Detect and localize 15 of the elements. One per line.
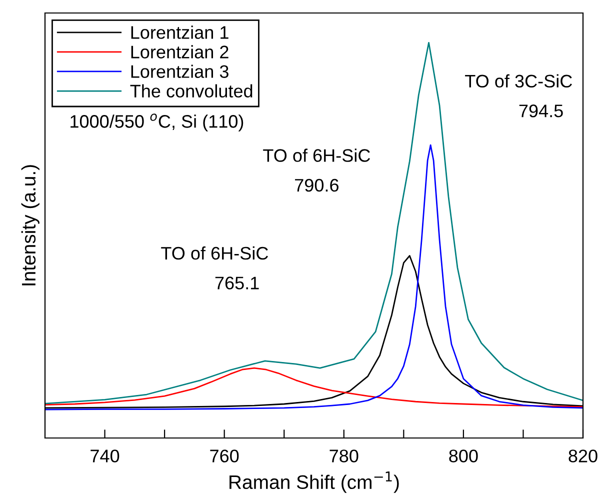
y-axis-title: Intensity (a.u.) (21, 165, 40, 286)
x-tick-label: 800 (449, 450, 478, 462)
annotation: 1000/550 $^{o}$C, Si (110) (70, 114, 244, 132)
annotation: TO of 6H-SiC 765.1 (161, 246, 268, 290)
legend-label: Lorentzian 3 (131, 64, 228, 78)
x-tick-label: 740 (90, 450, 120, 462)
annotation: TO of 6H-SiC 790.6 (263, 148, 370, 192)
x-axis-title: Raman Shift (cm$^{−1}$) (230, 472, 399, 493)
legend-label: Lorentzian 2 (131, 45, 228, 58)
legend-label: The convoluted (130, 84, 252, 98)
x-tick-label: 780 (330, 450, 358, 462)
annotation: TO of 3C-SiC 794.5 (465, 74, 572, 118)
x-tick-label: 820 (568, 450, 598, 462)
x-tick-label: 760 (210, 450, 239, 462)
legend-label: Lorentzian 1 (131, 26, 228, 39)
